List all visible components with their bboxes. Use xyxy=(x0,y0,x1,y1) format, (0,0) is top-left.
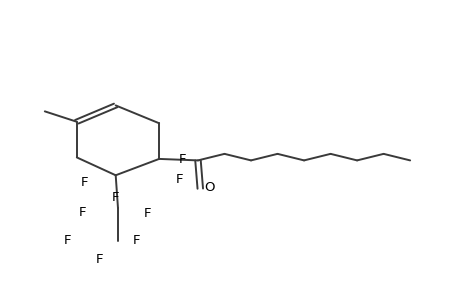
Text: F: F xyxy=(144,207,151,220)
Text: F: F xyxy=(79,206,86,219)
Text: F: F xyxy=(176,173,183,186)
Text: O: O xyxy=(204,181,214,194)
Text: F: F xyxy=(132,234,140,247)
Text: F: F xyxy=(112,191,119,204)
Text: F: F xyxy=(64,234,71,247)
Text: F: F xyxy=(96,254,103,266)
Text: F: F xyxy=(179,153,186,166)
Text: F: F xyxy=(81,176,88,189)
